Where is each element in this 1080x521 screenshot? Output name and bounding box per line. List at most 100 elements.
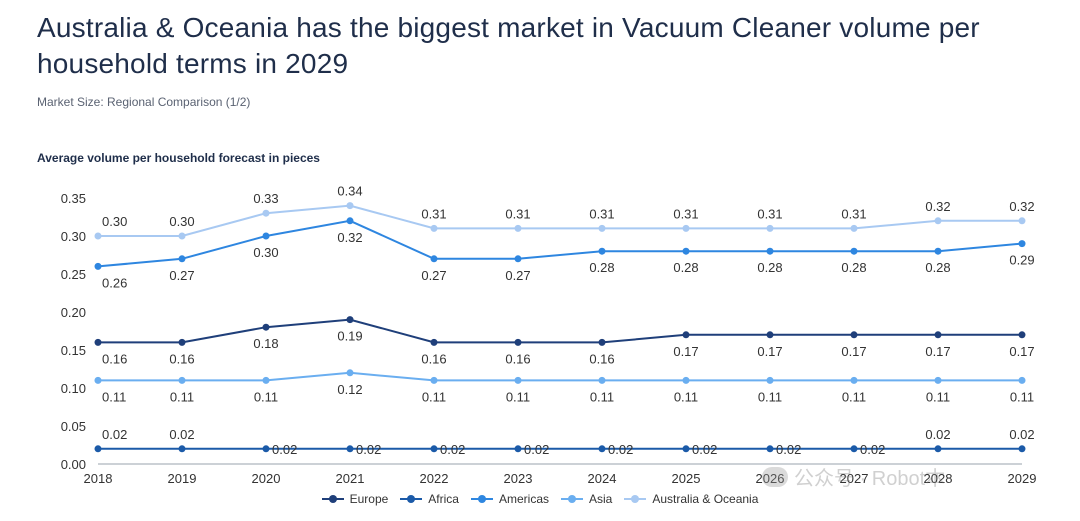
- data-point: [430, 376, 438, 384]
- y-tick-label: 0.15: [61, 343, 86, 358]
- data-point: [346, 202, 354, 210]
- legend-item: Americas: [470, 492, 549, 506]
- data-label: 0.11: [170, 389, 194, 404]
- data-label: 0.11: [758, 389, 782, 404]
- y-tick-label: 0.30: [61, 229, 86, 244]
- data-point: [682, 376, 690, 384]
- data-point: [934, 331, 942, 339]
- data-point: [178, 376, 186, 384]
- data-point: [94, 376, 102, 384]
- data-point: [934, 247, 942, 255]
- data-point: [850, 331, 858, 339]
- x-tick-label: 2023: [504, 471, 533, 486]
- data-point: [94, 232, 102, 240]
- x-tick-label: 2026: [756, 471, 785, 486]
- data-point: [346, 316, 354, 324]
- data-point: [1018, 331, 1026, 339]
- data-label: 0.02: [776, 442, 801, 457]
- data-label: 0.16: [169, 351, 194, 366]
- data-label: 0.17: [757, 344, 782, 359]
- data-point: [934, 376, 942, 384]
- data-label: 0.02: [925, 427, 950, 442]
- data-point: [430, 445, 438, 453]
- data-point: [262, 445, 270, 453]
- y-tick-label: 0.00: [61, 457, 86, 472]
- series-line: [97, 219, 1023, 268]
- data-point: [346, 445, 354, 453]
- data-point: [850, 376, 858, 384]
- series-asia: 0.11 0.11 0.11 0.12 0.11 0.11 0.11 0.11 0.11 0.11…: [94, 369, 1034, 404]
- series-americas: 0.26 0.27 0.30 0.32 0.27 0.27 0.28 0.28 0.28 0.28…: [94, 217, 1035, 290]
- data-point: [682, 247, 690, 255]
- data-label: 0.02: [272, 442, 297, 457]
- data-point: [178, 232, 186, 240]
- data-label: 0.26: [102, 275, 127, 290]
- data-label: 0.11: [422, 389, 446, 404]
- y-tick-label: 0.05: [61, 419, 86, 434]
- x-tick-label: 2025: [672, 471, 701, 486]
- data-label: 0.32: [925, 199, 950, 214]
- watermark: 公众号 · Robot本: [762, 462, 945, 491]
- legend-swatch: [400, 493, 423, 505]
- data-point: [598, 445, 606, 453]
- data-label: 0.31: [421, 206, 446, 221]
- data-label: 0.16: [505, 351, 530, 366]
- data-point: [514, 224, 522, 232]
- data-point: [850, 445, 858, 453]
- data-label: 0.28: [841, 260, 866, 275]
- legend-label: Americas: [498, 492, 549, 506]
- data-point: [430, 338, 438, 346]
- data-point: [94, 262, 102, 270]
- data-label: 0.02: [692, 442, 717, 457]
- data-point: [766, 331, 774, 339]
- x-tick-label: 2019: [168, 471, 197, 486]
- x-tick-label: 2018: [84, 471, 113, 486]
- data-point: [514, 338, 522, 346]
- legend-swatch: [321, 493, 344, 505]
- data-label: 0.16: [589, 351, 614, 366]
- data-point: [682, 331, 690, 339]
- legend-swatch: [624, 493, 647, 505]
- data-point: [514, 376, 522, 384]
- y-tick-label: 0.35: [61, 191, 86, 206]
- data-label: 0.27: [505, 268, 530, 283]
- data-point: [262, 232, 270, 240]
- x-tick-label: 2020: [252, 471, 281, 486]
- series-line: [98, 371, 1022, 382]
- data-label: 0.02: [1009, 427, 1034, 442]
- data-point: [178, 255, 186, 263]
- data-point: [682, 224, 690, 232]
- data-label: 0.29: [1009, 253, 1034, 268]
- x-tick-label: 2021: [336, 471, 365, 486]
- data-label: 0.11: [842, 389, 866, 404]
- data-point: [598, 376, 606, 384]
- data-point: [514, 255, 522, 263]
- data-label: 0.27: [421, 268, 446, 283]
- data-point: [598, 247, 606, 255]
- data-point: [1018, 240, 1026, 248]
- data-point: [934, 217, 942, 225]
- data-point: [262, 376, 270, 384]
- legend-label: Asia: [589, 492, 613, 506]
- data-label: 0.11: [674, 389, 698, 404]
- wechat-icon: [762, 466, 788, 487]
- data-point: [346, 217, 354, 225]
- chart-title: Average volume per household forecast in…: [37, 151, 320, 165]
- data-label: 0.28: [589, 260, 614, 275]
- legend-label: Europe: [349, 492, 389, 506]
- data-label: 0.30: [102, 214, 127, 229]
- data-point: [430, 224, 438, 232]
- data-label: 0.17: [673, 344, 698, 359]
- data-label: 0.28: [673, 260, 698, 275]
- data-point: [178, 338, 186, 346]
- data-label: 0.31: [505, 206, 530, 221]
- data-label: 0.11: [102, 389, 126, 404]
- data-label: 0.31: [757, 206, 782, 221]
- x-tick-label: 2029: [1008, 471, 1037, 486]
- legend-swatch: [470, 493, 493, 505]
- data-point: [682, 445, 690, 453]
- data-label: 0.11: [590, 389, 614, 404]
- x-tick-label: 2022: [420, 471, 449, 486]
- data-label: 0.28: [925, 260, 950, 275]
